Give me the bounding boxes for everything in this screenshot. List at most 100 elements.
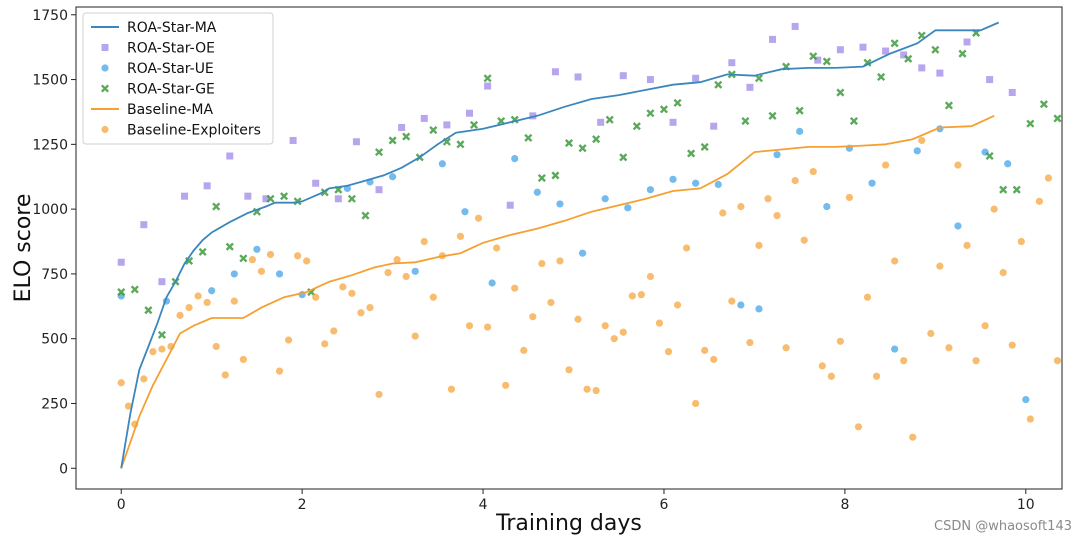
data-point: [872, 372, 881, 380]
data-point: [321, 340, 329, 348]
data-point: [239, 254, 248, 263]
data-point: [601, 322, 609, 330]
data-point: [348, 289, 356, 297]
data-point: [257, 267, 266, 275]
data-point: [769, 35, 777, 43]
data-point: [198, 247, 207, 256]
data-point: [393, 256, 401, 264]
data-point: [384, 269, 392, 277]
data-point: [637, 291, 645, 299]
data-point: [877, 72, 886, 82]
data-point: [981, 322, 989, 330]
data-point: [284, 336, 293, 344]
data-point: [619, 328, 627, 336]
data-point: [158, 345, 166, 353]
data-point: [203, 182, 211, 190]
data-point: [764, 195, 772, 203]
data-point: [158, 278, 166, 286]
data-point: [673, 98, 682, 107]
legend-label: ROA-Star-UE: [127, 61, 214, 77]
series-baseline-exploiters: [117, 136, 1062, 441]
data-point: [809, 52, 818, 61]
data-point: [755, 305, 763, 313]
data-point: [890, 39, 899, 48]
data-point: [506, 201, 514, 209]
data-point: [592, 135, 601, 144]
data-point: [692, 399, 700, 408]
data-point: [800, 236, 808, 244]
data-point: [303, 257, 311, 265]
data-point: [411, 267, 419, 275]
data-point: [347, 194, 356, 203]
data-point: [420, 114, 428, 122]
data-point: [972, 357, 980, 365]
data-point: [556, 200, 564, 208]
data-point: [438, 160, 446, 168]
data-point: [339, 283, 347, 291]
data-point: [673, 301, 682, 309]
y-tick-label: 500: [41, 332, 68, 348]
data-point: [556, 257, 564, 265]
data-point: [845, 193, 854, 202]
data-point: [366, 304, 374, 312]
data-point: [619, 153, 628, 162]
data-point: [465, 322, 474, 330]
legend-label: Baseline-Exploiters: [127, 123, 261, 139]
data-point: [203, 298, 211, 307]
data-point: [312, 293, 320, 301]
data-point: [248, 256, 256, 264]
data-point: [999, 269, 1007, 277]
data-point: [262, 195, 270, 203]
data-point: [900, 51, 908, 59]
data-point: [782, 344, 790, 352]
data-point: [918, 136, 926, 145]
legend-swatch: [100, 84, 110, 93]
series-roa-star-ue: [117, 125, 1030, 404]
data-point: [710, 122, 718, 130]
data-point: [755, 241, 763, 250]
data-point: [714, 80, 723, 89]
data-point: [564, 138, 574, 148]
data-point: [624, 204, 632, 212]
data-point: [863, 293, 872, 301]
data-point: [483, 323, 492, 331]
y-tick-label: 1250: [32, 137, 68, 153]
data-point: [909, 433, 917, 441]
data-point: [149, 348, 157, 356]
data-point: [117, 379, 125, 387]
data-point: [280, 192, 289, 201]
data-point: [402, 272, 410, 281]
data-point: [230, 297, 238, 305]
data-point: [375, 186, 383, 194]
data-point: [605, 115, 614, 124]
data-point: [1008, 89, 1016, 97]
data-point: [849, 116, 858, 126]
data-point: [551, 68, 559, 76]
data-point: [632, 122, 641, 131]
data-point: [361, 211, 370, 220]
data-point: [330, 327, 338, 335]
data-point: [1044, 174, 1053, 182]
data-point: [737, 301, 745, 309]
data-point: [954, 161, 962, 169]
data-point: [443, 121, 451, 129]
data-point: [493, 244, 501, 252]
data-point: [456, 232, 465, 240]
data-point: [447, 385, 456, 393]
x-axis: 0 2 4 6 8 10: [117, 489, 1035, 513]
data-point: [710, 355, 718, 364]
data-point: [836, 88, 845, 97]
data-point: [809, 167, 817, 176]
legend-item-roa-star-ge: ROA-Star-GE: [100, 82, 215, 98]
data-point: [918, 64, 926, 72]
data-point: [574, 73, 582, 81]
data-point: [537, 173, 546, 183]
data-point: [529, 112, 537, 120]
y-tick-label: 1000: [32, 202, 68, 218]
data-point: [474, 214, 483, 222]
data-point: [669, 118, 677, 126]
data-point: [601, 195, 609, 203]
data-point: [728, 297, 736, 305]
data-point: [913, 147, 921, 155]
data-point: [411, 332, 419, 340]
